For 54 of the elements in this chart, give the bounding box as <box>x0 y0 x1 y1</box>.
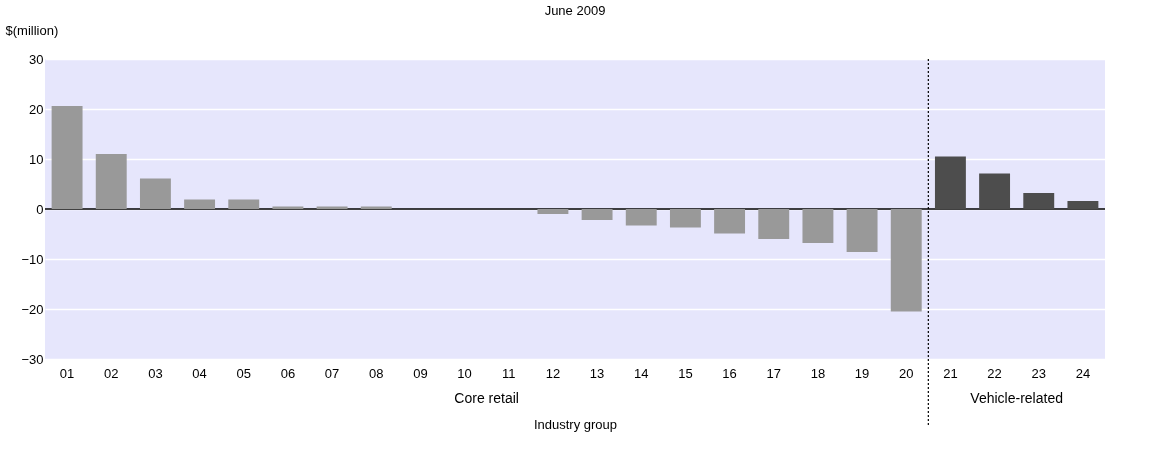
bar <box>581 209 613 220</box>
x-tick-label: 08 <box>369 365 384 381</box>
bar <box>537 209 569 214</box>
x-tick-label: 23 <box>1031 365 1046 381</box>
x-tick-label: 03 <box>148 365 163 381</box>
chart-title: June 2009 <box>544 3 606 18</box>
x-tick-label: 21 <box>943 365 958 381</box>
y-axis-title: $(million) <box>5 22 59 38</box>
y-tick-label: 10 <box>29 151 44 167</box>
x-tick-label: 13 <box>589 365 605 381</box>
y-tick-label: −20 <box>21 301 44 317</box>
bar <box>1067 201 1099 209</box>
text: Core retail <box>454 390 519 406</box>
bar <box>228 199 260 209</box>
bar <box>758 209 790 239</box>
bar <box>846 209 878 252</box>
x-tick-label: 20 <box>899 365 914 381</box>
x-tick-label: 12 <box>545 365 561 381</box>
y-tick-label: 30 <box>29 51 44 67</box>
y-tick-label: −30 <box>21 351 44 367</box>
x-tick-label: 24 <box>1075 365 1091 381</box>
x-tick-label: 04 <box>192 365 207 381</box>
bar <box>1023 193 1055 209</box>
y-tick-label: 20 <box>29 101 44 117</box>
x-axis-title: Industry group <box>533 416 618 432</box>
bar <box>139 178 171 209</box>
bar <box>95 154 127 209</box>
x-tick-label: 19 <box>854 365 870 381</box>
bar <box>979 173 1011 209</box>
bar <box>890 209 922 312</box>
x-tick-label: 11 <box>502 365 516 381</box>
x-tick-label: 17 <box>766 365 781 381</box>
x-tick-label: 06 <box>280 365 296 381</box>
x-tick-label: 22 <box>987 365 1002 381</box>
x-tick-label: 10 <box>457 365 472 381</box>
x-tick-label: 05 <box>236 365 251 381</box>
bar <box>184 199 216 209</box>
bar <box>51 106 83 209</box>
x-tick-label: 18 <box>810 365 826 381</box>
bar <box>625 209 657 226</box>
x-tick-label: 02 <box>104 365 119 381</box>
x-tick-label: 09 <box>413 365 428 381</box>
bar <box>802 209 834 243</box>
y-tick-label: −10 <box>21 251 44 267</box>
y-tick-label: 0 <box>36 201 44 217</box>
x-tick-label: 14 <box>634 365 649 381</box>
bar <box>714 209 746 234</box>
x-tick-label: 07 <box>324 365 340 381</box>
text: Vehicle-related <box>970 390 1063 406</box>
x-tick-label: 15 <box>678 365 693 381</box>
x-tick-label: 01 <box>59 365 75 381</box>
bar <box>669 209 701 228</box>
x-tick-label: 16 <box>722 365 737 381</box>
bar <box>934 156 966 209</box>
